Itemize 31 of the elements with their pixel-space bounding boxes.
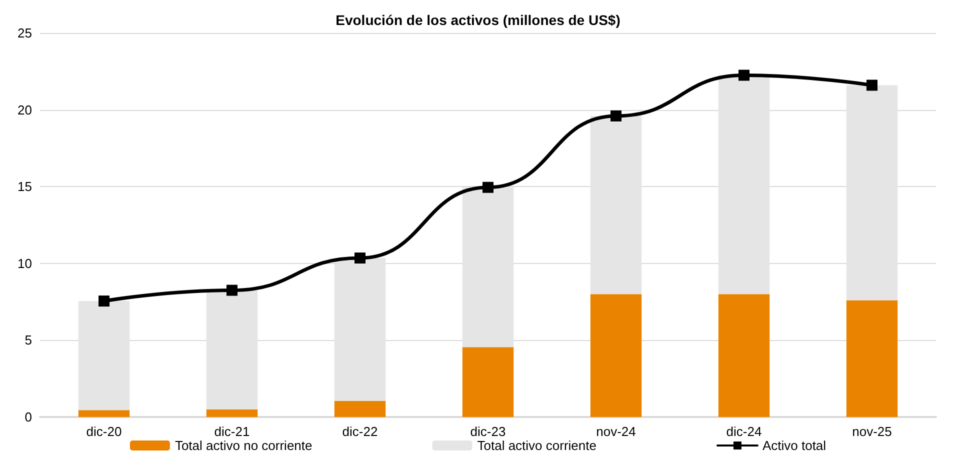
y-tick-label: 5 [24, 332, 32, 348]
bar [590, 294, 642, 417]
point [610, 110, 622, 122]
legend-label: Total activo no corriente [174, 438, 312, 453]
y-tick-label: 15 [18, 179, 32, 194]
y-tick-label: 0 [24, 410, 32, 424]
bar [206, 409, 258, 417]
point [738, 70, 750, 81]
x-tick-label: dic-24 [726, 424, 762, 439]
x-tick-label: dic-20 [86, 424, 122, 439]
x-tick-label: nov-24 [596, 424, 636, 439]
y-tick-label: 10 [18, 256, 32, 271]
bar [334, 400, 386, 417]
y-tick-label: 20 [18, 102, 32, 118]
point [226, 284, 238, 296]
x-tick-label: nov-25 [852, 424, 892, 439]
chart-title: Evolución de los activos (millones de US$) [336, 12, 620, 28]
point [354, 252, 366, 264]
x-tick-label: dic-23 [470, 424, 506, 439]
point [98, 296, 110, 307]
x-tick-label: dic-22 [342, 424, 378, 439]
bar [718, 294, 770, 417]
x-tick-label: dic-21 [214, 424, 250, 439]
point [866, 80, 878, 91]
legend-label: Activo total [762, 438, 826, 453]
bar [846, 300, 898, 417]
legend-label: Total activo corriente [477, 438, 596, 453]
y-tick-label: 25 [18, 26, 32, 40]
bar [462, 347, 514, 417]
bar [78, 410, 130, 417]
point [482, 182, 494, 193]
